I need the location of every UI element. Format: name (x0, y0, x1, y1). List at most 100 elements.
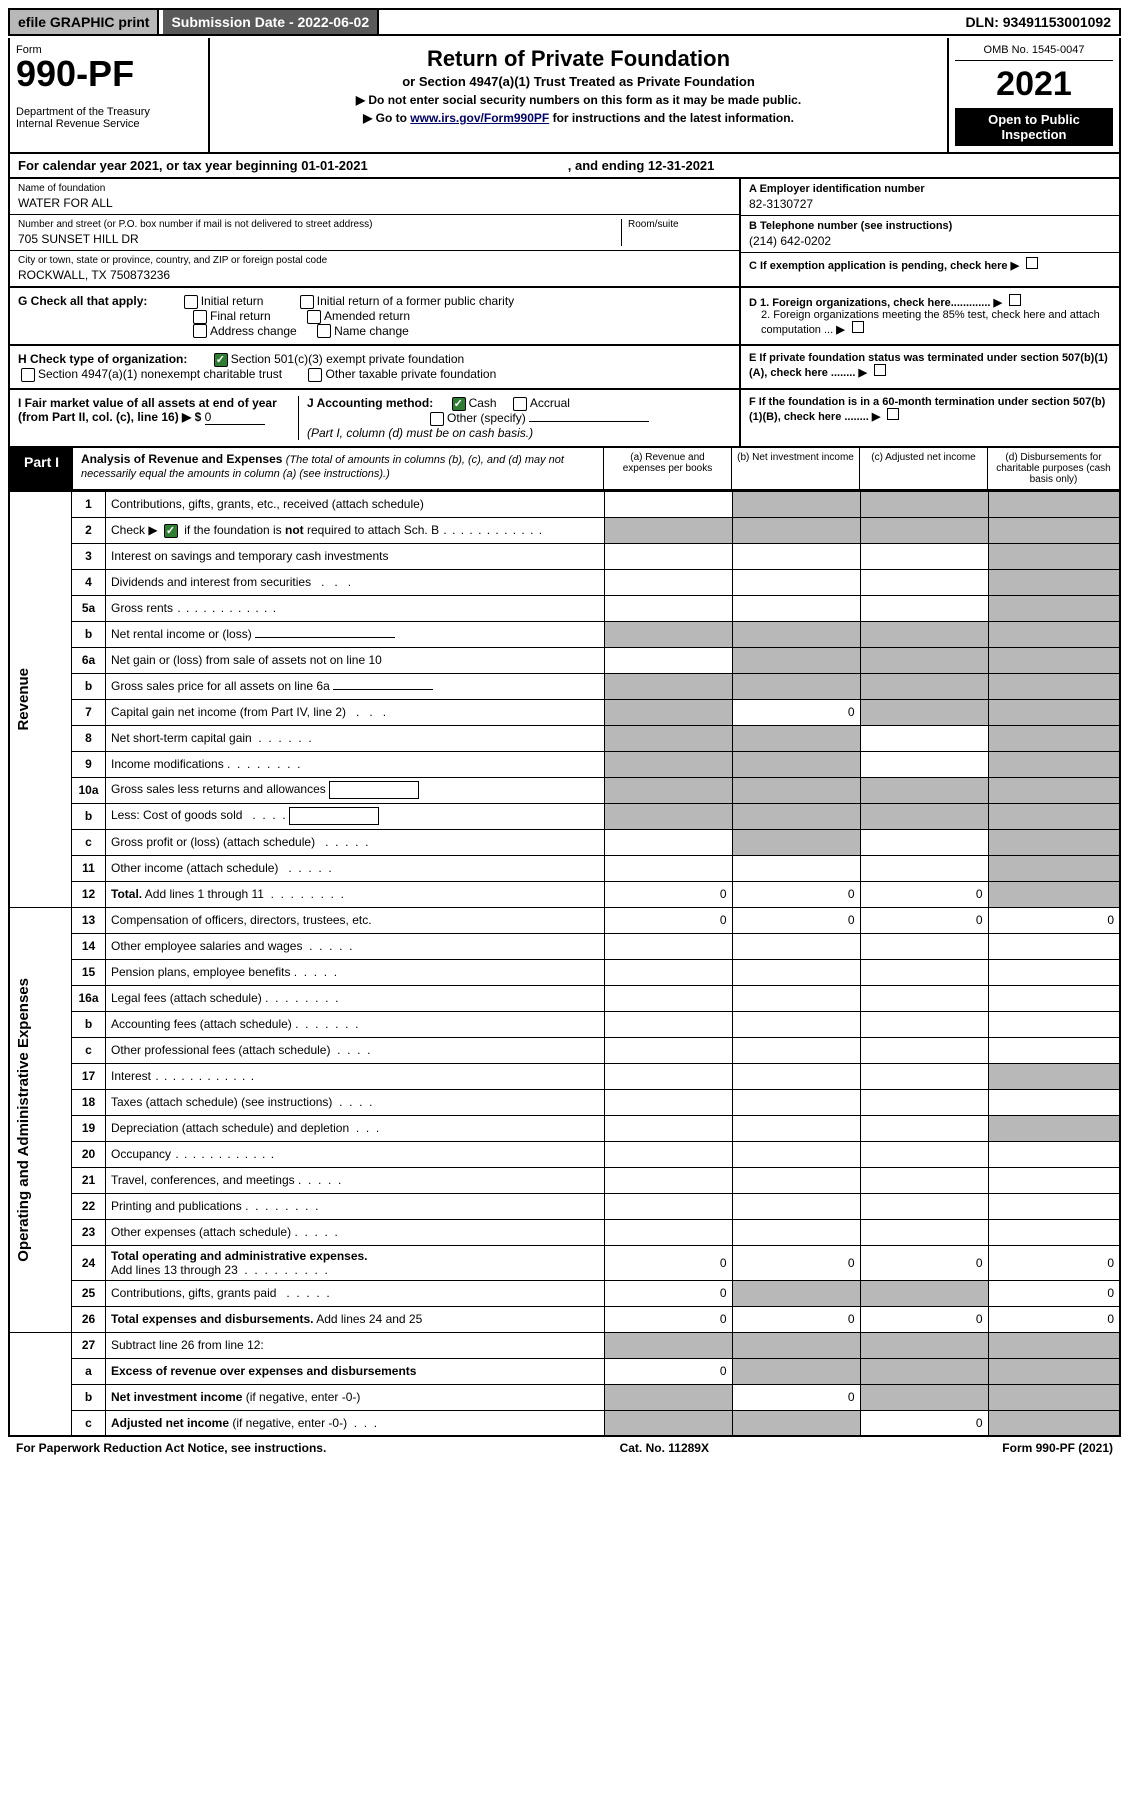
open-inspection: Open to Public Inspection (955, 108, 1113, 146)
g-label: G Check all that apply: (18, 294, 147, 308)
phone-label: B Telephone number (see instructions) (749, 220, 1111, 232)
note-ssn: ▶ Do not enter social security numbers o… (218, 93, 939, 107)
h-label: H Check type of organization: (18, 352, 187, 366)
r13: Compensation of officers, directors, tru… (106, 907, 605, 933)
f-checkbox[interactable] (887, 408, 899, 420)
r19: Depreciation (attach schedule) and deple… (106, 1115, 605, 1141)
cb-schb[interactable] (164, 524, 178, 538)
tax-year: 2021 (955, 65, 1113, 104)
cb-address[interactable] (193, 324, 207, 338)
submission-date: Submission Date - 2022-06-02 (163, 10, 379, 34)
ij-row: I Fair market value of all assets at end… (8, 390, 1121, 448)
c-label: C If exemption application is pending, c… (749, 260, 1008, 272)
part1-header: Part I Analysis of Revenue and Expenses … (8, 448, 1121, 491)
r6a: Net gain or (loss) from sale of assets n… (106, 647, 605, 673)
room-label: Room/suite (628, 219, 731, 230)
cb-4947[interactable] (21, 368, 35, 382)
e-label: E If private foundation status was termi… (749, 352, 1108, 379)
r9: Income modifications . . . . . . . . (106, 751, 605, 777)
page-title: Return of Private Foundation (218, 46, 939, 72)
footer: For Paperwork Reduction Act Notice, see … (8, 1437, 1121, 1459)
r12: Total. Add lines 1 through 11 . . . . . … (106, 881, 605, 907)
r8: Net short-term capital gain . . . . . . (106, 725, 605, 751)
r10c: Gross profit or (loss) (attach schedule)… (106, 829, 605, 855)
c-checkbox[interactable] (1026, 257, 1038, 269)
r5a: Gross rents (106, 595, 605, 621)
r14: Other employee salaries and wages . . . … (106, 933, 605, 959)
r4: Dividends and interest from securities .… (106, 569, 605, 595)
r27a: Excess of revenue over expenses and disb… (106, 1358, 605, 1384)
city-label: City or town, state or province, country… (18, 255, 731, 266)
top-bar: efile GRAPHIC print Submission Date - 20… (8, 8, 1121, 36)
r15: Pension plans, employee benefits . . . .… (106, 959, 605, 985)
phone: (214) 642-0202 (749, 234, 1111, 248)
footer-mid: Cat. No. 11289X (620, 1441, 709, 1455)
part1-tag: Part I (10, 448, 73, 489)
d1-checkbox[interactable] (1009, 294, 1021, 306)
r23: Other expenses (attach schedule) . . . .… (106, 1219, 605, 1245)
cb-501c3[interactable] (214, 353, 228, 367)
r16c: Other professional fees (attach schedule… (106, 1037, 605, 1063)
footer-left: For Paperwork Reduction Act Notice, see … (16, 1441, 326, 1455)
j-label: J Accounting method: (307, 396, 433, 410)
d2-checkbox[interactable] (852, 321, 864, 333)
r20: Occupancy (106, 1141, 605, 1167)
id-block: Name of foundationWATER FOR ALL Number a… (8, 179, 1121, 288)
omb-number: OMB No. 1545-0047 (955, 44, 1113, 61)
revenue-side: Revenue (15, 658, 32, 741)
r3: Interest on savings and temporary cash i… (106, 543, 605, 569)
r21: Travel, conferences, and meetings . . . … (106, 1167, 605, 1193)
r16b: Accounting fees (attach schedule) . . . … (106, 1011, 605, 1037)
col-b: (b) Net investment income (731, 448, 859, 489)
r6b: Gross sales price for all assets on line… (106, 673, 605, 699)
col-c: (c) Adjusted net income (859, 448, 987, 489)
j-note: (Part I, column (d) must be on cash basi… (307, 426, 533, 440)
dln-label: DLN: 93491153001092 (957, 10, 1119, 34)
cb-initial-former[interactable] (300, 295, 314, 309)
d1-label: D 1. Foreign organizations, check here..… (749, 297, 990, 309)
cb-other-method[interactable] (430, 412, 444, 426)
r24: Total operating and administrative expen… (106, 1245, 605, 1280)
r11: Other income (attach schedule) . . . . . (106, 855, 605, 881)
city: ROCKWALL, TX 750873236 (18, 268, 731, 282)
r1: Contributions, gifts, grants, etc., rece… (106, 491, 605, 517)
cb-other-taxable[interactable] (308, 368, 322, 382)
r27b: Net investment income (if negative, ente… (106, 1384, 605, 1410)
address: 705 SUNSET HILL DR (18, 232, 621, 246)
r18: Taxes (attach schedule) (see instruction… (106, 1089, 605, 1115)
r16a: Legal fees (attach schedule) . . . . . .… (106, 985, 605, 1011)
expenses-side: Operating and Administrative Expenses (15, 968, 32, 1272)
subtitle: or Section 4947(a)(1) Trust Treated as P… (218, 74, 939, 89)
foundation-name: WATER FOR ALL (18, 196, 731, 210)
i-value: 0 (205, 410, 265, 425)
col-a: (a) Revenue and expenses per books (603, 448, 731, 489)
efile-button[interactable]: efile GRAPHIC print (10, 10, 159, 34)
cb-initial[interactable] (184, 295, 198, 309)
f-label: F If the foundation is in a 60-month ter… (749, 396, 1105, 423)
ein: 82-3130727 (749, 197, 1111, 211)
cb-final[interactable] (193, 310, 207, 324)
addr-label: Number and street (or P.O. box number if… (18, 219, 621, 230)
r10a: Gross sales less returns and allowances (106, 777, 605, 803)
footer-right: Form 990-PF (2021) (1002, 1441, 1113, 1455)
r25: Contributions, gifts, grants paid . . . … (106, 1280, 605, 1306)
cb-accrual[interactable] (513, 397, 527, 411)
r2: Check ▶ if the foundation is not require… (106, 517, 605, 543)
main-table: Revenue 1Contributions, gifts, grants, e… (8, 491, 1121, 1438)
cb-cash[interactable] (452, 397, 466, 411)
e-checkbox[interactable] (874, 364, 886, 376)
ein-label: A Employer identification number (749, 183, 1111, 195)
col-d: (d) Disbursements for charitable purpose… (987, 448, 1119, 489)
note-link: ▶ Go to www.irs.gov/Form990PF for instru… (218, 111, 939, 125)
h-row: H Check type of organization: Section 50… (8, 346, 1121, 390)
cb-amended[interactable] (307, 310, 321, 324)
d2-label: 2. Foreign organizations meeting the 85%… (761, 309, 1100, 336)
r22: Printing and publications . . . . . . . … (106, 1193, 605, 1219)
dept-label: Department of the TreasuryInternal Reven… (16, 106, 202, 130)
cb-name[interactable] (317, 324, 331, 338)
irs-link[interactable]: www.irs.gov/Form990PF (410, 111, 549, 125)
r26: Total expenses and disbursements. Add li… (106, 1306, 605, 1332)
r7: Capital gain net income (from Part IV, l… (106, 699, 605, 725)
r10b: Less: Cost of goods sold . . . . (106, 803, 605, 829)
r27: Subtract line 26 from line 12: (106, 1332, 605, 1358)
